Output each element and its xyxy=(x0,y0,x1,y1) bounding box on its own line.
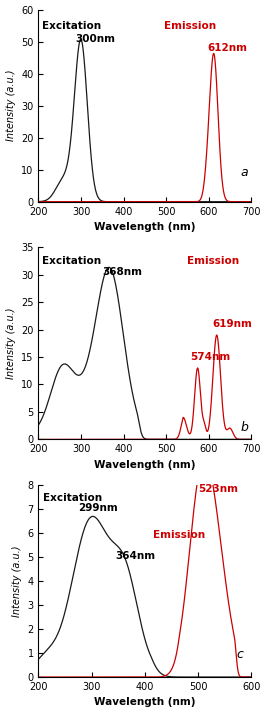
Text: 523nm: 523nm xyxy=(198,484,238,494)
Text: c: c xyxy=(236,648,243,661)
Text: 574nm: 574nm xyxy=(190,352,230,361)
Text: b: b xyxy=(240,421,248,434)
Text: 368nm: 368nm xyxy=(102,267,142,277)
Y-axis label: Intensity (a.u.): Intensity (a.u.) xyxy=(6,70,16,141)
Y-axis label: Intensity (a.u.): Intensity (a.u.) xyxy=(12,545,22,617)
Text: Excitation: Excitation xyxy=(42,21,101,31)
Text: Emission: Emission xyxy=(153,530,205,540)
X-axis label: Wavelength (nm): Wavelength (nm) xyxy=(94,697,196,707)
Text: 364nm: 364nm xyxy=(116,551,156,561)
Text: a: a xyxy=(240,166,248,179)
Text: 299nm: 299nm xyxy=(78,503,118,513)
Text: Emission: Emission xyxy=(187,256,239,266)
Text: 612nm: 612nm xyxy=(207,43,247,53)
Text: 619nm: 619nm xyxy=(212,319,252,329)
Y-axis label: Intensity (a.u.): Intensity (a.u.) xyxy=(6,307,15,379)
Text: Emission: Emission xyxy=(164,21,216,31)
Text: Excitation: Excitation xyxy=(43,493,102,503)
X-axis label: Wavelength (nm): Wavelength (nm) xyxy=(94,460,196,470)
X-axis label: Wavelength (nm): Wavelength (nm) xyxy=(94,222,196,232)
Text: 300nm: 300nm xyxy=(76,34,115,43)
Text: Excitation: Excitation xyxy=(42,256,101,266)
